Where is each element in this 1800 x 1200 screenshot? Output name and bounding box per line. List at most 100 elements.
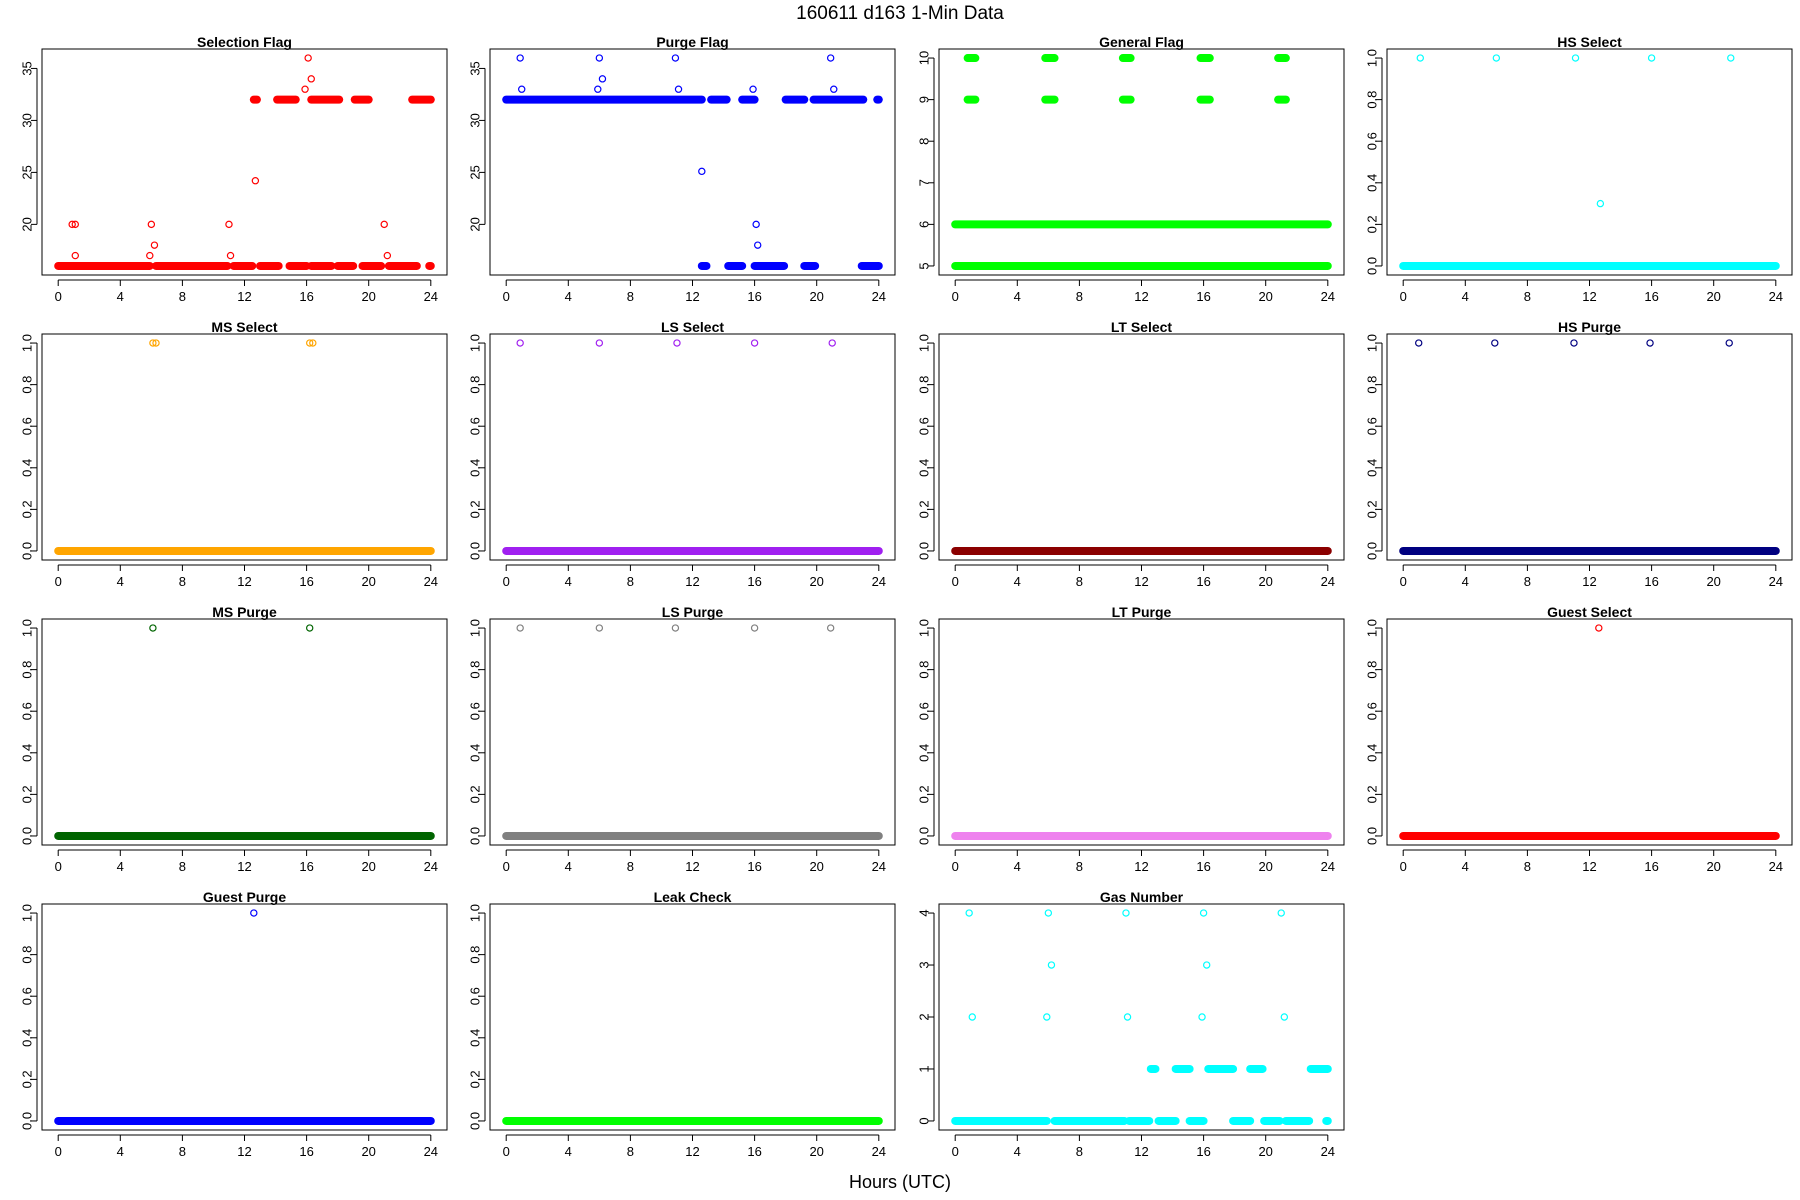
x-tick-label: 16 — [1196, 289, 1210, 304]
x-tick-label: 4 — [1014, 574, 1021, 589]
panel-lt-purge: LT Purge 0 4 8 12 16 20 24 0.0 0.2 0.4 0.6 0.8 1.0 — [917, 604, 1345, 874]
panel-title: LT Select — [1111, 319, 1173, 335]
panel-guest-purge: Guest Purge 0 4 8 12 16 20 24 0.0 0.2 0.4 0.6 0.8 1.0 — [20, 889, 448, 1159]
data-point — [1571, 54, 1580, 62]
x-axis: 0 4 8 12 16 20 24 — [952, 849, 1335, 874]
panel-title: Guest Select — [1547, 604, 1632, 620]
x-tick-label: 16 — [1644, 289, 1658, 304]
data-point — [68, 220, 76, 229]
data-points — [502, 339, 883, 555]
panel-title: HS Select — [1557, 34, 1622, 50]
y-tick-label: 0.0 — [1365, 542, 1380, 560]
y-tick-label: 0.8 — [1365, 91, 1380, 109]
x-axis: 0 4 8 12 16 20 24 — [503, 279, 886, 304]
x-tick-label: 24 — [872, 289, 886, 304]
x-tick-label: 20 — [361, 289, 375, 304]
panel-title: MS Select — [211, 319, 277, 335]
y-tick-label: 0.4 — [20, 459, 35, 477]
x-axis: 0 4 8 12 16 20 24 — [55, 1134, 438, 1159]
x-axis: 0 4 8 12 16 20 24 — [55, 564, 438, 589]
x-tick-label: 24 — [1769, 574, 1783, 589]
x-tick-label: 0 — [952, 859, 959, 874]
x-tick-label: 20 — [809, 859, 823, 874]
y-tick-label: 1 — [917, 1065, 932, 1072]
x-tick-label: 12 — [237, 574, 251, 589]
y-tick-label: 0.0 — [20, 827, 35, 845]
y-axis: 20 25 30 35 — [20, 61, 38, 232]
y-tick-label: 0.8 — [468, 661, 483, 679]
data-point — [1491, 339, 1499, 347]
y-tick-label: 1.0 — [917, 619, 932, 637]
x-tick-label: 8 — [1076, 289, 1083, 304]
y-tick-label: 0.0 — [1365, 827, 1380, 845]
y-tick-label: 30 — [468, 113, 483, 127]
plot-frame — [1386, 333, 1793, 561]
y-axis: 0.0 0.2 0.4 0.6 0.8 1.0 — [468, 904, 486, 1130]
panel-title: Guest Purge — [203, 889, 286, 905]
x-tick-label: 24 — [1769, 289, 1783, 304]
x-tick-label: 16 — [1196, 1144, 1210, 1159]
data-point — [1416, 54, 1424, 62]
x-tick-label: 8 — [179, 1144, 186, 1159]
y-tick-label: 7 — [917, 179, 932, 186]
x-tick-label: 4 — [565, 859, 572, 874]
data-point — [251, 177, 260, 185]
y-tick-label: 1.0 — [468, 619, 483, 637]
x-tick-label: 0 — [1400, 859, 1407, 874]
data-point — [1044, 909, 1053, 917]
x-tick-label: 16 — [299, 574, 313, 589]
x-tick-label: 24 — [1769, 859, 1783, 874]
x-tick-label: 16 — [1644, 574, 1658, 589]
x-tick-label: 8 — [1524, 859, 1531, 874]
data-points — [54, 909, 435, 1125]
y-tick-label: 0.0 — [917, 542, 932, 560]
x-tick-label: 20 — [1258, 289, 1272, 304]
x-tick-label: 8 — [1524, 289, 1531, 304]
plot-frame — [489, 903, 896, 1131]
data-point — [250, 909, 258, 917]
y-tick-label: 6 — [917, 221, 932, 228]
x-tick-label: 20 — [361, 574, 375, 589]
x-tick-label: 20 — [809, 1144, 823, 1159]
x-tick-label: 12 — [1582, 574, 1596, 589]
y-tick-label: 20 — [20, 217, 35, 231]
data-point — [1122, 909, 1130, 917]
x-tick-label: 0 — [55, 289, 62, 304]
data-point — [1492, 54, 1501, 62]
panel-title: Purge Flag — [656, 34, 728, 50]
y-tick-label: 0.6 — [468, 702, 483, 720]
y-tick-label: 0.2 — [1365, 785, 1380, 803]
x-axis: 0 4 8 12 16 20 24 — [952, 564, 1335, 589]
panel-title: Leak Check — [654, 889, 732, 905]
data-point — [146, 251, 154, 260]
x-tick-label: 0 — [1400, 289, 1407, 304]
data-point — [671, 54, 680, 62]
data-point — [830, 85, 838, 93]
x-tick-label: 16 — [1644, 859, 1658, 874]
y-tick-label: 0.0 — [917, 827, 932, 845]
y-tick-label: 0.0 — [20, 1112, 35, 1130]
x-tick-label: 16 — [747, 1144, 761, 1159]
data-point — [516, 54, 524, 62]
x-tick-label: 20 — [809, 289, 823, 304]
y-axis: 0.0 0.2 0.4 0.6 0.8 1.0 — [1365, 334, 1383, 560]
y-axis: 0.0 0.2 0.4 0.6 0.8 1.0 — [1365, 49, 1383, 275]
data-point — [1595, 624, 1603, 632]
data-point — [594, 85, 602, 93]
y-tick-label: 35 — [468, 61, 483, 75]
x-axis: 0 4 8 12 16 20 24 — [55, 279, 438, 304]
x-tick-label: 8 — [179, 574, 186, 589]
x-tick-label: 4 — [565, 574, 572, 589]
y-tick-label: 1.0 — [917, 334, 932, 352]
x-tick-label: 8 — [627, 574, 634, 589]
y-tick-label: 1.0 — [468, 334, 483, 352]
data-point — [225, 220, 233, 229]
data-point — [750, 339, 759, 347]
data-points — [502, 624, 883, 840]
x-tick-label: 20 — [1706, 289, 1720, 304]
x-tick-label: 0 — [55, 574, 62, 589]
y-tick-label: 1.0 — [20, 334, 35, 352]
x-tick-label: 16 — [1196, 859, 1210, 874]
panel-ls-purge: LS Purge 0 4 8 12 16 20 24 0.0 0.2 0.4 0.6 0.8 1.0 — [468, 604, 896, 874]
x-axis: 0 4 8 12 16 20 24 — [503, 564, 886, 589]
